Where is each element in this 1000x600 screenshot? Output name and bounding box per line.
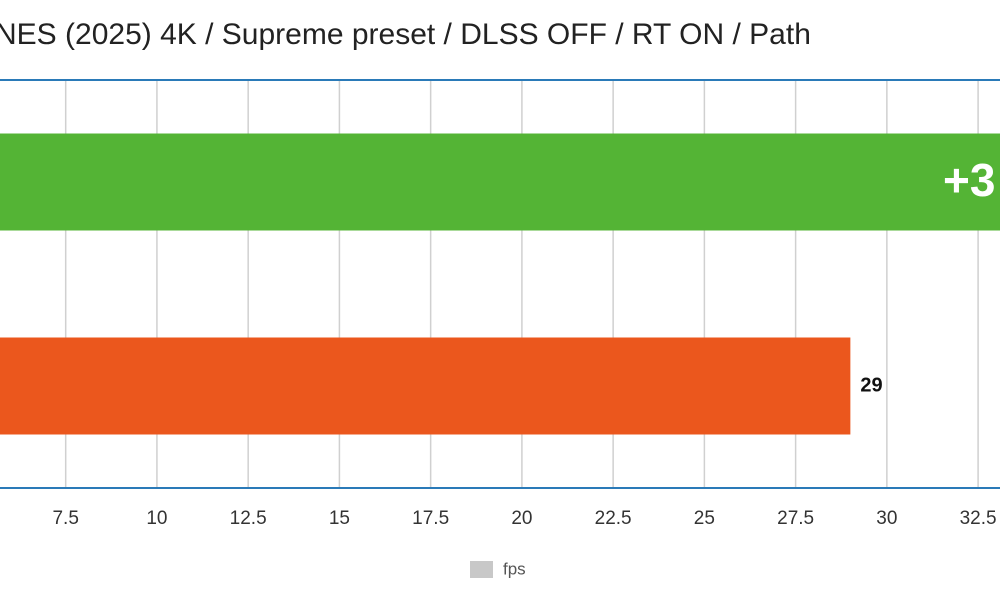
bar [0, 337, 851, 435]
x-tick-label: 25 [694, 508, 715, 529]
x-tick-label: 7.5 [52, 508, 78, 529]
x-tick-label: 30 [876, 508, 897, 529]
x-tick-label: 12.5 [230, 508, 267, 529]
x-tick-label: 20 [511, 508, 532, 529]
x-tick-label: 17.5 [412, 508, 449, 529]
legend-swatch [470, 561, 493, 578]
chart-title: NES (2025) 4K / Supreme preset / DLSS OF… [0, 18, 811, 51]
legend-label: fps [503, 559, 526, 578]
bar-annotation: +3 [943, 154, 995, 206]
value-label: 29 [860, 374, 882, 396]
x-tick-label: 32.5 [960, 508, 997, 529]
x-tick-label: 10 [146, 508, 167, 529]
x-tick-label: 27.5 [777, 508, 814, 529]
x-tick-label: 22.5 [595, 508, 632, 529]
bar [0, 133, 1000, 231]
x-tick-label: 15 [329, 508, 350, 529]
